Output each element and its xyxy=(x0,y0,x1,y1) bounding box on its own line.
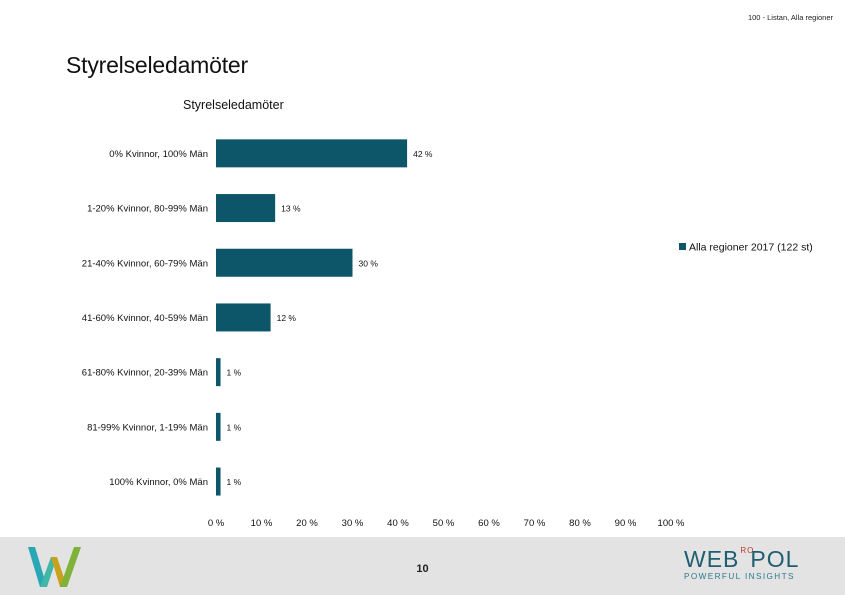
x-tick-label: 30 % xyxy=(342,518,364,529)
brand-ro: RO xyxy=(740,546,755,555)
footer: 10 WEBROPOL POWERFUL INSIGHTS xyxy=(0,537,845,595)
report-tag: 100 - Listan, Alla regioner xyxy=(747,13,833,22)
page-number: 10 xyxy=(416,563,429,575)
x-tick-label: 100 % xyxy=(658,518,685,529)
data-label: 13 % xyxy=(281,204,301,214)
bar xyxy=(216,194,276,223)
x-tick-label: 20 % xyxy=(296,518,318,529)
category-label: 61-80% Kvinnor, 20-39% Män xyxy=(82,368,208,379)
w-logo-icon xyxy=(28,547,81,587)
bar-chart: Styrelseledamöter 0% Kvinnor, 100% Män 42… xyxy=(82,98,813,529)
data-label: 1 % xyxy=(227,422,242,432)
x-tick-label: 0 % xyxy=(208,518,225,529)
brand-part1: WEB xyxy=(684,546,740,572)
category-label: 100% Kvinnor, 0% Män xyxy=(109,477,208,488)
legend-swatch xyxy=(679,243,686,250)
category-label: 1-20% Kvinnor, 80-99% Män xyxy=(87,204,208,215)
brand-part2: POL xyxy=(750,546,800,572)
bar xyxy=(216,303,271,332)
webropol-logo: WEBROPOL POWERFUL INSIGHTS xyxy=(684,546,824,582)
data-label: 1 % xyxy=(227,477,242,487)
bar xyxy=(216,467,221,496)
category-label: 21-40% Kvinnor, 60-79% Män xyxy=(82,258,208,269)
bar xyxy=(216,412,221,441)
x-tick-label: 70 % xyxy=(524,518,546,529)
x-tick-label: 60 % xyxy=(478,518,500,529)
bar xyxy=(216,248,353,277)
bars-layer: 0% Kvinnor, 100% Män 42 % 1-20% Kvinnor, 8… xyxy=(82,139,685,529)
data-label: 12 % xyxy=(277,313,297,323)
x-tick-label: 10 % xyxy=(251,518,273,529)
legend: Alla regioner 2017 (122 st) xyxy=(679,242,813,254)
x-tick-label: 40 % xyxy=(387,518,409,529)
chart-title: Styrelseledamöter xyxy=(183,98,284,112)
x-tick-label: 50 % xyxy=(433,518,455,529)
x-tick-label: 90 % xyxy=(615,518,637,529)
data-label: 1 % xyxy=(227,368,242,378)
x-tick-label: 80 % xyxy=(569,518,591,529)
brand-tagline: POWERFUL INSIGHTS xyxy=(684,572,795,581)
data-label: 30 % xyxy=(359,258,379,268)
category-label: 0% Kvinnor, 100% Män xyxy=(109,149,208,160)
data-label: 42 % xyxy=(413,149,433,159)
category-label: 81-99% Kvinnor, 1-19% Män xyxy=(87,422,208,433)
slide-title: Styrelseledamöter xyxy=(66,52,248,78)
category-label: 41-60% Kvinnor, 40-59% Män xyxy=(82,313,208,324)
bar xyxy=(216,358,221,387)
legend-label: Alla regioner 2017 (122 st) xyxy=(689,242,813,254)
bar xyxy=(216,139,408,168)
